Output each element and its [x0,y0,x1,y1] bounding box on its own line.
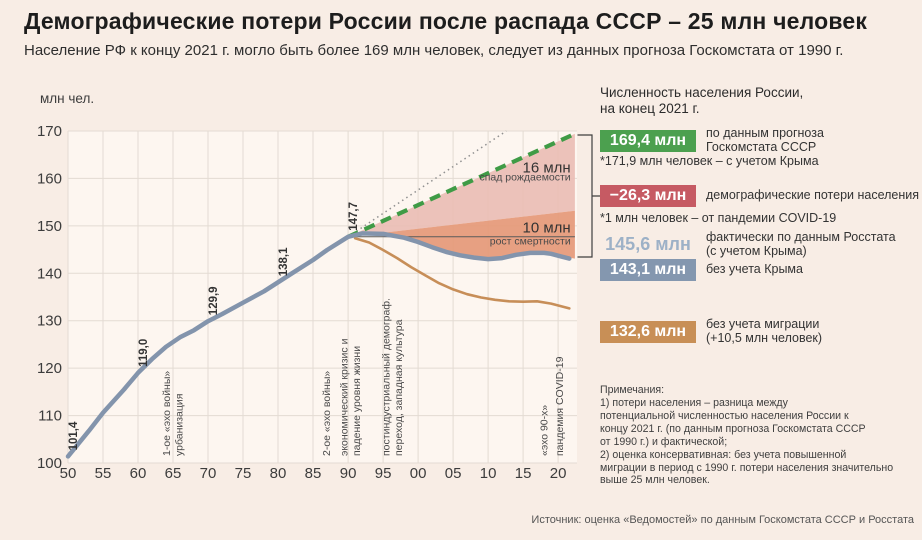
legend-row-losses: −26,3 млн демографические потери населен… [600,185,919,207]
crimea-footnote: *171,9 млн человек – с учетом Крыма [600,154,819,168]
y-tick-label: 110 [38,408,62,425]
y-tick-label: 100 [37,455,62,472]
losses-value-badge: −26,3 млн [600,185,696,207]
x-tick-label: 50 [60,465,77,482]
event-label: экономический кризис и [338,338,350,456]
actual-population-line [65,231,572,459]
x-tick-label: 65 [165,465,182,482]
forecast-value-badge: 169,4 млн [600,129,696,152]
event-label: переход, западная культура [393,319,405,456]
x-tick-label: 85 [305,465,322,482]
value-label: 119,0 [138,339,150,367]
y-tick-label: 160 [37,170,62,187]
area-label: 10 млн [522,220,570,237]
x-tick-label: 20 [550,465,567,482]
losses-value-label: демографические потери населения [706,188,920,203]
no-migration-value-label: без учета миграции (+10,5 млн человек) [706,317,823,345]
event-label: «эхо 90-х» [539,405,551,456]
y-tick-label: 150 [37,218,62,235]
mortality-growth-area [348,210,575,260]
y-tick-label: 170 [37,123,62,140]
x-tick-label: 10 [480,465,497,482]
page-subtitle: Население РФ к концу 2021 г. могло быть … [24,42,844,59]
event-label: 1-ое «эхо войны» [161,371,173,456]
x-tick-label: 90 [340,465,357,482]
legend-heading: Численность населения России, на конец 2… [600,85,804,117]
notes: Примечания: 1) потери населения – разниц… [600,384,894,487]
forecast-value-label: по данным прогноза Госкомстата СССР [706,126,824,154]
legend-row-no-migration: 132,6 млн без учета миграции (+10,5 млн … [600,317,823,346]
value-label: 138,1 [278,247,290,276]
y-tick-label: 120 [37,360,62,377]
without-migration-line [353,236,571,310]
y-tick-label: 140 [37,265,62,282]
legend-row-no-crimea: 143,1 млн без учета Крыма [600,259,803,281]
no-migration-value-badge: 132,6 млн [600,320,696,343]
event-label: постиндустриальный демограф. [380,298,392,456]
x-tick-label: 75 [235,465,252,482]
y-axis-title: млн чел. [40,91,94,106]
x-tick-label: 00 [410,465,427,482]
page-title: Демографические потери России после расп… [24,8,868,34]
rosstat-value: 145,6 млн [605,234,691,255]
y-tick-label: 130 [37,313,62,330]
event-label: падение уровня жизни [351,346,363,456]
area-label: спад рождаемости [479,171,570,183]
area-label: 16 млн [522,159,570,176]
covid-footnote: *1 млн человек – от пандемии COVID-19 [600,211,837,225]
goskomstat-forecast-line [347,131,576,239]
no-crimea-value-label: без учета Крыма [706,262,803,277]
x-tick-label: 55 [95,465,112,482]
trend-extrapolation-line [347,130,507,238]
x-tick-label: 05 [445,465,462,482]
x-tick-label: 80 [270,465,287,482]
source-credit: Источник: оценка «Ведомостей» по данным … [531,514,914,526]
x-tick-label: 70 [200,465,217,482]
event-label: урбанизация [174,394,186,456]
area-label: рост смертности [490,235,571,247]
no-crimea-value-badge: 143,1 млн [600,259,696,281]
value-label: 129,9 [208,286,220,315]
x-tick-label: 95 [375,465,392,482]
legend-row-rosstat: 145,6 млн фактически по данным Росстата … [600,230,896,259]
x-tick-label: 15 [515,465,532,482]
legend-row-forecast: 169,4 млн по данным прогноза Госкомстата… [600,126,824,155]
loss-bracket [577,134,600,258]
event-label: пандемия COVID-19 [554,356,566,456]
event-label: 2-ое «эхо войны» [321,371,333,456]
value-label: 101,4 [68,421,80,450]
rosstat-value-label: фактически по данным Росстата (с учетом … [706,230,896,258]
value-label: 147,7 [348,202,360,231]
x-tick-label: 60 [130,465,147,482]
